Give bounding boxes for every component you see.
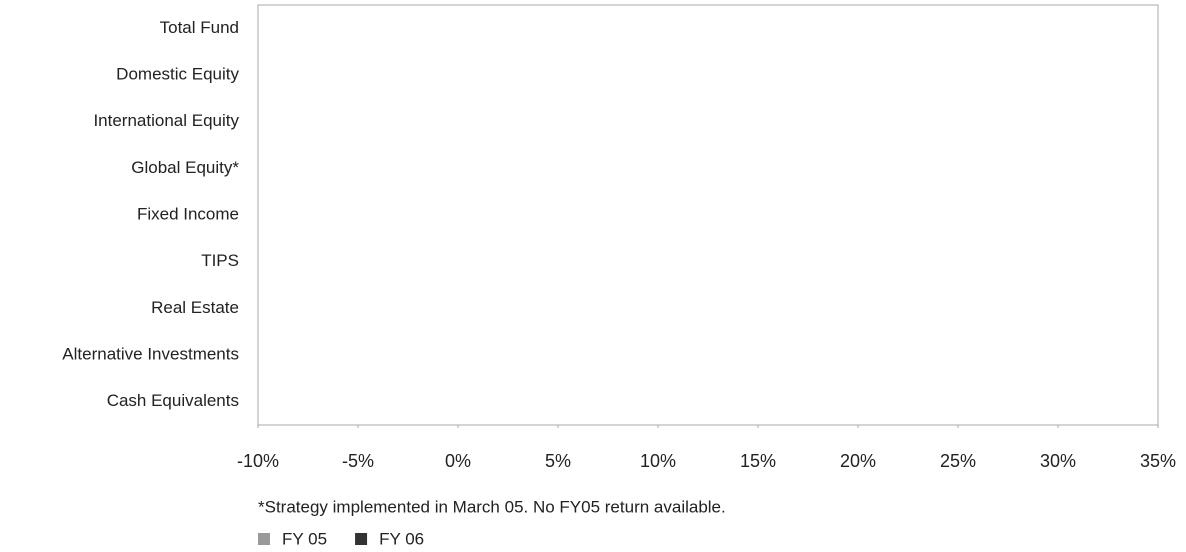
y-tick-label: TIPS xyxy=(201,251,239,270)
x-tick-label: -10% xyxy=(237,451,279,471)
y-tick-label: Cash Equivalents xyxy=(107,391,239,410)
legend-swatch xyxy=(355,533,368,545)
legend-label: FY 05 xyxy=(282,529,327,548)
y-tick-label: International Equity xyxy=(93,111,239,130)
legend-label: FY 06 xyxy=(379,529,424,548)
x-tick-label: 20% xyxy=(840,451,876,471)
y-tick-label: Fixed Income xyxy=(137,204,239,223)
x-tick-label: 5% xyxy=(545,451,571,471)
x-tick-label: 10% xyxy=(640,451,676,471)
y-tick-label: Global Equity* xyxy=(131,158,239,177)
x-tick-label: -5% xyxy=(342,451,374,471)
footnote: *Strategy implemented in March 05. No FY… xyxy=(258,497,726,516)
y-tick-label: Real Estate xyxy=(151,298,239,317)
x-tick-label: 0% xyxy=(445,451,471,471)
y-tick-label: Alternative Investments xyxy=(62,344,239,363)
x-tick-label: 30% xyxy=(1040,451,1076,471)
legend-swatch xyxy=(258,533,270,545)
y-tick-label: Domestic Equity xyxy=(116,64,239,83)
x-tick-label: 25% xyxy=(940,451,976,471)
x-tick-label: 35% xyxy=(1140,451,1176,471)
plot-area xyxy=(257,4,1159,426)
x-tick-label: 15% xyxy=(740,451,776,471)
y-tick-label: Total Fund xyxy=(160,18,239,37)
